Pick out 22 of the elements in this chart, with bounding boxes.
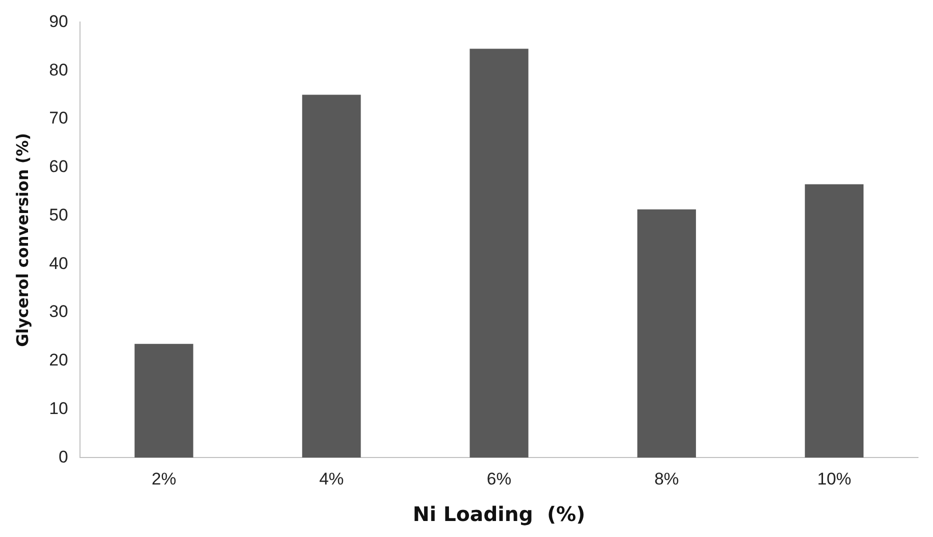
y-axis-title: Glycerol conversion (%) bbox=[12, 132, 32, 347]
x-tick-label: 4% bbox=[319, 469, 344, 488]
x-tick-label: 10% bbox=[817, 469, 852, 488]
y-tick-label: 80 bbox=[49, 60, 68, 80]
y-tick-label: 50 bbox=[49, 205, 68, 224]
y-tick-label: 20 bbox=[49, 350, 68, 370]
bar bbox=[470, 48, 528, 458]
y-tick-label: 30 bbox=[49, 302, 68, 322]
y-tick-label: 40 bbox=[49, 254, 68, 273]
y-tick-label: 90 bbox=[49, 12, 68, 31]
y-tick-label: 70 bbox=[49, 108, 68, 128]
y-tick-label: 60 bbox=[49, 157, 68, 176]
x-tick-label: 8% bbox=[654, 469, 679, 488]
x-tick-label: 2% bbox=[152, 469, 176, 488]
bar bbox=[637, 209, 696, 458]
bar bbox=[804, 184, 864, 458]
x-axis-title: Ni Loading (%) bbox=[412, 502, 586, 526]
bar bbox=[134, 344, 194, 458]
y-tick-label: 10 bbox=[49, 398, 68, 418]
y-tick-label: 0 bbox=[58, 447, 68, 466]
x-tick-label: 6% bbox=[486, 469, 512, 488]
bar bbox=[302, 94, 361, 458]
